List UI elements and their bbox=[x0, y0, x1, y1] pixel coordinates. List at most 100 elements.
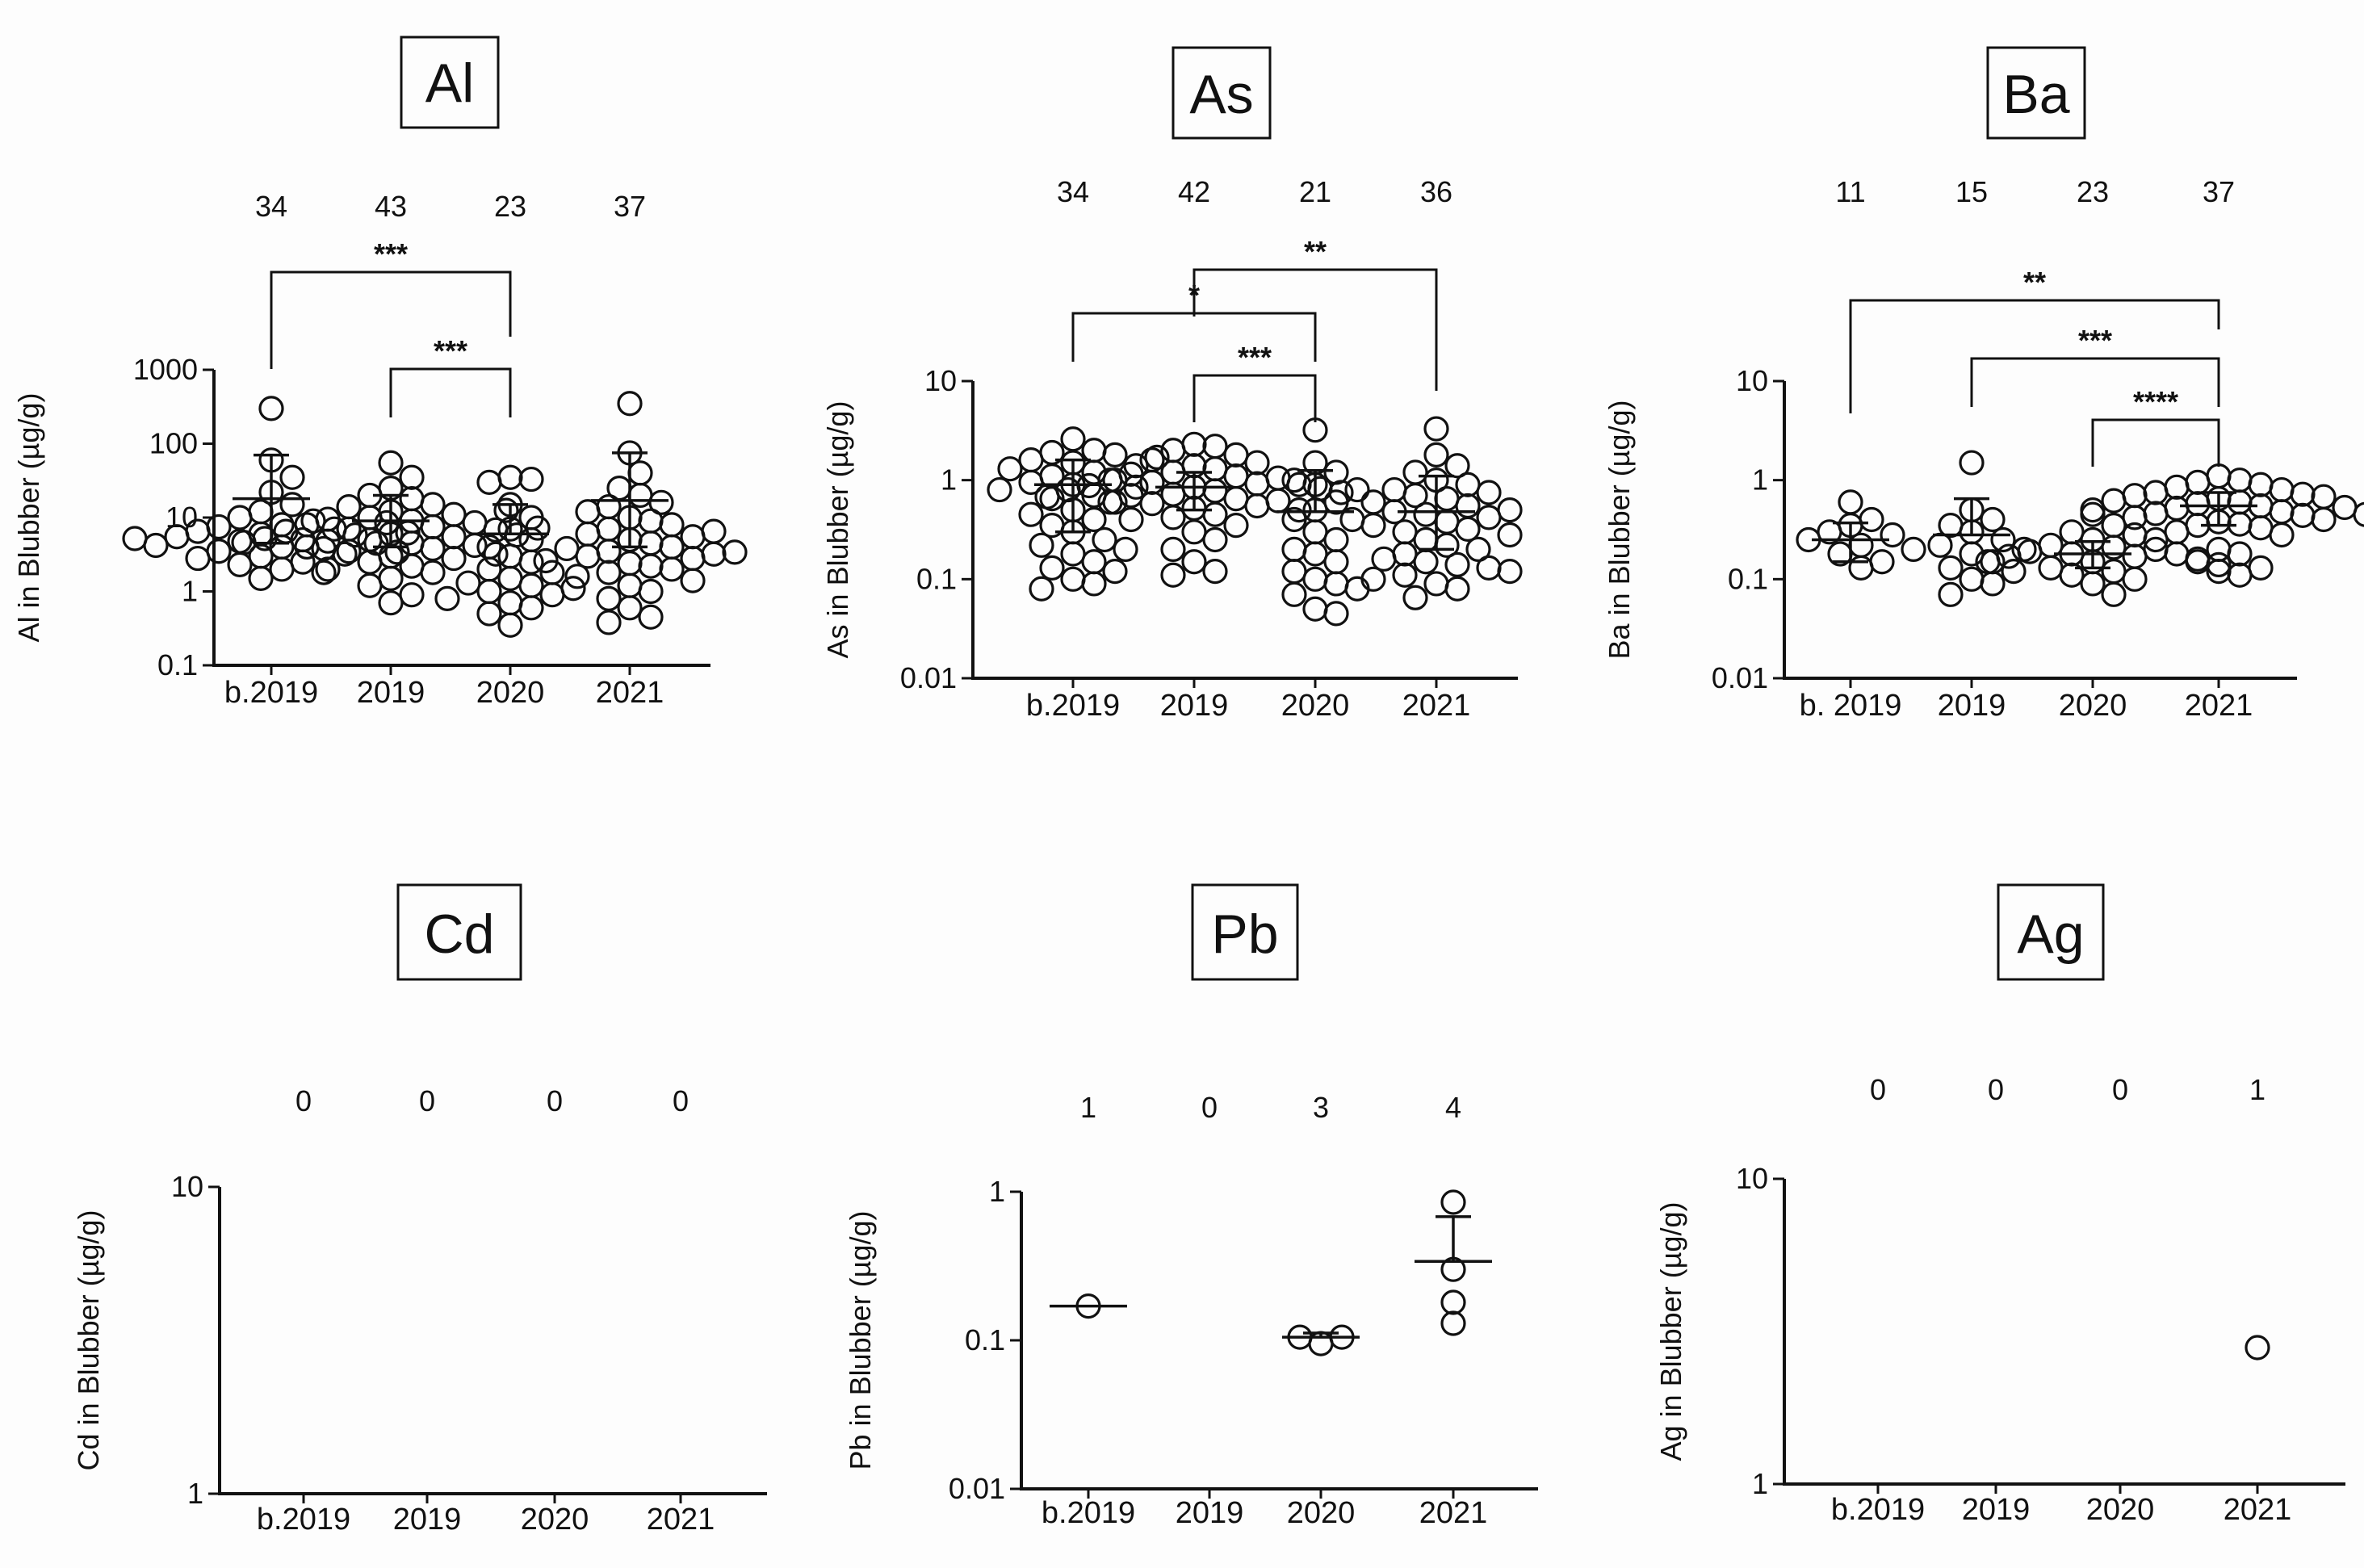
data-point bbox=[1444, 576, 1470, 602]
data-point bbox=[497, 612, 523, 638]
data-point bbox=[1029, 532, 1054, 558]
sample-count: 15 bbox=[1955, 175, 1988, 208]
data-point bbox=[497, 464, 523, 490]
significance-label: ** bbox=[1304, 235, 1327, 268]
data-point bbox=[575, 543, 601, 569]
data-point bbox=[1244, 450, 1270, 476]
data-point bbox=[122, 526, 148, 551]
panel-title-box bbox=[396, 883, 522, 981]
data-point bbox=[311, 560, 337, 585]
data-point bbox=[1223, 486, 1249, 512]
significance-label: ** bbox=[2023, 266, 2046, 299]
data-point bbox=[596, 539, 622, 564]
data-point bbox=[2185, 469, 2211, 495]
data-point bbox=[497, 590, 523, 616]
data-point bbox=[420, 535, 446, 562]
y-axis-label: Ba in Blubber (µg/g) bbox=[1603, 400, 1636, 660]
data-point bbox=[357, 572, 383, 598]
significance-bracket bbox=[1970, 357, 2220, 407]
data-point bbox=[554, 535, 580, 562]
x-tick-label: b.2019 bbox=[1831, 1493, 1925, 1527]
data-point bbox=[2101, 488, 2127, 514]
data-point bbox=[441, 545, 467, 572]
sample-count: 0 bbox=[419, 1084, 435, 1117]
data-point bbox=[1497, 559, 1523, 585]
data-point bbox=[2143, 526, 2169, 553]
data-point bbox=[248, 499, 274, 525]
data-point bbox=[1097, 489, 1123, 515]
data-point bbox=[2269, 476, 2295, 503]
data-point bbox=[1360, 512, 1386, 539]
panel-title: Pb bbox=[1211, 903, 1278, 965]
data-point bbox=[399, 486, 425, 512]
data-point bbox=[497, 543, 523, 569]
x-tick-label: b. 2019 bbox=[1800, 689, 1902, 723]
data-point bbox=[1423, 416, 1449, 442]
y-axis-label: As in Blubber (µg/g) bbox=[821, 401, 854, 659]
data-point bbox=[1060, 566, 1086, 592]
sample-count: 23 bbox=[494, 190, 526, 223]
data-point bbox=[420, 560, 446, 585]
x-tick-label: 2021 bbox=[2185, 689, 2253, 723]
data-point bbox=[497, 565, 523, 591]
data-point bbox=[617, 391, 643, 417]
data-point bbox=[2227, 541, 2253, 567]
data-point bbox=[1265, 488, 1291, 514]
data-point bbox=[1029, 576, 1054, 602]
data-point bbox=[1392, 562, 1418, 588]
y-tick-label: 1000 bbox=[133, 353, 198, 386]
data-point bbox=[399, 582, 425, 608]
x-tick-label: b.2019 bbox=[1026, 689, 1120, 723]
significance-label: *** bbox=[2078, 324, 2112, 357]
data-point bbox=[1476, 555, 1502, 581]
data-point bbox=[1034, 484, 1060, 509]
data-point bbox=[1402, 483, 1428, 509]
data-point bbox=[1323, 549, 1349, 575]
data-point bbox=[2101, 512, 2127, 539]
data-point bbox=[1980, 549, 2006, 575]
data-point bbox=[1102, 559, 1128, 585]
data-point bbox=[1139, 469, 1165, 495]
data-point bbox=[1302, 541, 1328, 567]
data-point bbox=[1202, 501, 1228, 527]
x-tick-label: 2019 bbox=[393, 1503, 462, 1537]
data-point bbox=[1402, 585, 1428, 610]
data-point bbox=[279, 464, 305, 490]
panel-title-box bbox=[400, 36, 500, 129]
data-point bbox=[290, 549, 316, 575]
sample-count: 0 bbox=[296, 1084, 312, 1117]
data-point bbox=[596, 516, 622, 542]
data-point bbox=[1381, 476, 1407, 503]
y-tick-label: 100 bbox=[149, 427, 198, 460]
data-point bbox=[332, 541, 358, 567]
data-point bbox=[1144, 444, 1170, 470]
data-point bbox=[476, 469, 502, 495]
data-point bbox=[596, 560, 622, 585]
data-point bbox=[638, 604, 664, 630]
data-point bbox=[1455, 516, 1481, 542]
x-tick-label: 2019 bbox=[1160, 689, 1229, 723]
sample-count: 37 bbox=[2203, 175, 2235, 208]
data-point bbox=[1160, 562, 1186, 588]
panel-ba: Ba 11 15 23 37 0.01 0.1 1 10 b. 2019 2019 2020 2021 B… bbox=[1603, 46, 2364, 723]
data-point bbox=[1202, 559, 1228, 585]
data-point bbox=[1848, 555, 1874, 581]
data-point bbox=[231, 530, 257, 556]
data-point bbox=[2101, 559, 2127, 585]
data-point bbox=[596, 494, 622, 520]
sample-count: 3 bbox=[1313, 1091, 1329, 1124]
data-point bbox=[1202, 434, 1228, 459]
y-tick-label: 1 bbox=[1752, 463, 1768, 497]
data-point bbox=[1202, 526, 1228, 553]
panel-title: Ag bbox=[2017, 903, 2084, 965]
data-point bbox=[617, 551, 643, 576]
y-tick-label: 0.01 bbox=[900, 661, 957, 694]
data-point bbox=[2245, 1335, 2270, 1360]
data-point bbox=[1880, 522, 1905, 548]
data-point bbox=[1081, 571, 1107, 597]
sample-count: 0 bbox=[673, 1084, 689, 1117]
data-point bbox=[680, 568, 706, 593]
data-point bbox=[1323, 571, 1349, 597]
data-point bbox=[441, 524, 467, 550]
